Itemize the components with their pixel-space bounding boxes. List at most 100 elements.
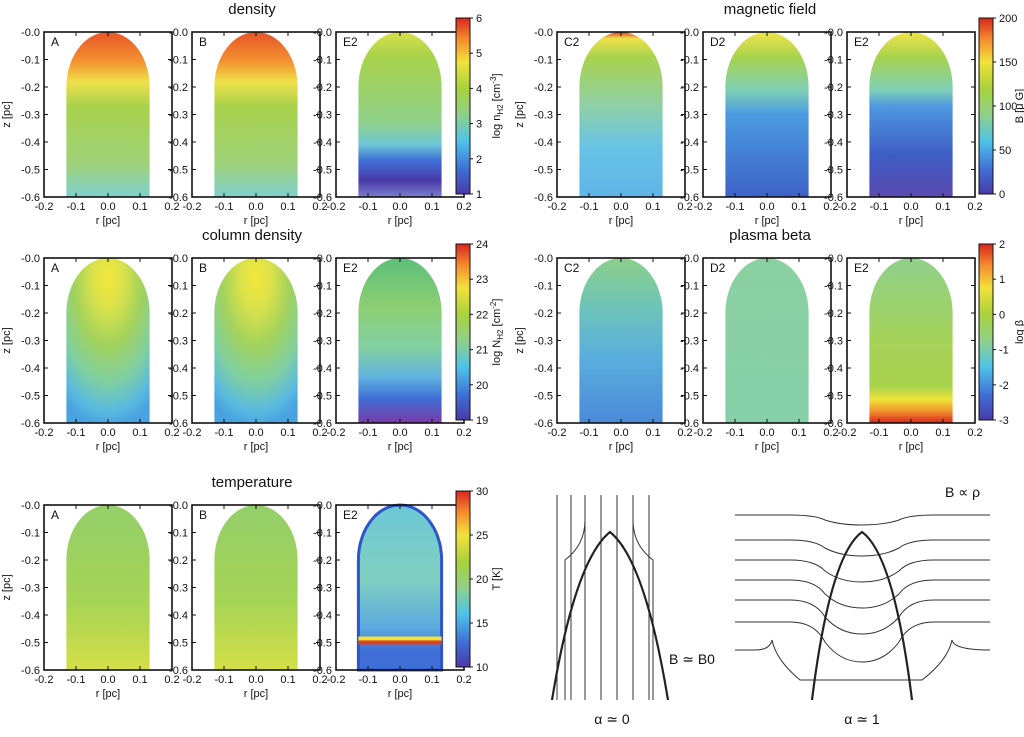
x-tick-label: -0.1 bbox=[215, 674, 234, 686]
pillar-map-density-A bbox=[66, 32, 150, 197]
colorbar-label-sup: -2 bbox=[489, 301, 498, 309]
x-tick-label: -0.2 bbox=[35, 427, 54, 439]
y-tick-label: -0.2 bbox=[21, 308, 40, 320]
x-tick-label: 0.0 bbox=[903, 201, 918, 213]
x-axis-label: r [pc] bbox=[899, 441, 923, 453]
colorbar-tick-label: 19 bbox=[476, 415, 488, 427]
sketch-alpha1: B ∝ ρ α ≃ 1 bbox=[735, 484, 991, 727]
y-tick-label: -0.0 bbox=[313, 500, 332, 512]
colorbar-tick-label: -2 bbox=[999, 380, 1009, 392]
x-axis-label: r [pc] bbox=[244, 688, 268, 700]
colorbar-tick-label: 25 bbox=[476, 530, 488, 542]
pillar-map-magnetic-D2 bbox=[725, 32, 809, 197]
y-tick-label: -0.6 bbox=[313, 418, 332, 430]
x-tick-label: 0.1 bbox=[935, 201, 950, 213]
x-tick-label: -0.1 bbox=[870, 201, 889, 213]
x-axis-label: r [pc] bbox=[755, 215, 779, 227]
x-tick-label: 0.2 bbox=[967, 201, 982, 213]
pillar-outline bbox=[550, 530, 670, 701]
x-tick-label: -0.1 bbox=[359, 674, 378, 686]
y-tick-label: -0.2 bbox=[313, 82, 332, 94]
y-tick-label: -0.0 bbox=[21, 500, 40, 512]
x-axis-label: r [pc] bbox=[244, 215, 268, 227]
x-tick-label: 0.2 bbox=[312, 427, 327, 439]
colorbar-label: B [μ G] bbox=[1014, 89, 1024, 123]
colorbar-tick-label: 20 bbox=[476, 574, 488, 586]
x-tick-label: 0.1 bbox=[424, 201, 439, 213]
x-tick-label: 0.1 bbox=[132, 674, 147, 686]
group-title-density: density bbox=[228, 1, 276, 18]
colorbar-label: T [K] bbox=[491, 567, 503, 590]
group-beta: plasma beta C2 -0.2 -0.1 0.0 0.1 0.2 r [pc] -0.0… bbox=[514, 227, 1024, 453]
panel-density-E2: E2-0.2 -0.1 0.0 0.1 0.2r [pc]-0.0-0.1-0.2-0.… bbox=[313, 27, 472, 227]
pillar-map-density-B bbox=[214, 32, 298, 197]
y-tick-label: -0.2 bbox=[534, 308, 553, 320]
x-tick-label: 0.1 bbox=[132, 201, 147, 213]
x-tick-label: -0.1 bbox=[580, 427, 599, 439]
y-tick-label: -0.6 bbox=[169, 665, 188, 677]
y-tick-label: -0.0 bbox=[534, 27, 553, 39]
field-line-bent bbox=[564, 495, 586, 700]
x-tick-label: 0.0 bbox=[392, 674, 407, 686]
x-tick-label: 0.0 bbox=[759, 427, 774, 439]
panel-column-B: B -0.2 -0.1 0.0 0.1 0.2 r [pc] -0.0 -0.1 -0.2 -0.3… bbox=[169, 253, 328, 453]
y-tick-label: -0.6 bbox=[313, 192, 332, 204]
colorbar-tick-label: 200 bbox=[999, 13, 1017, 25]
y-tick-label: -0.0 bbox=[21, 253, 40, 265]
colorbar-tick-label: 0 bbox=[999, 309, 1005, 321]
sketch-alpha0: B ≃ B0 α ≃ 0 bbox=[550, 495, 715, 727]
y-tick-label: -0.1 bbox=[169, 528, 188, 540]
colorbar-tick-label: 6 bbox=[476, 13, 482, 25]
y-tick-label: -0.3 bbox=[824, 110, 843, 122]
y-tick-label: -0.4 bbox=[824, 363, 843, 375]
y-tick-label: -0.2 bbox=[313, 555, 332, 567]
x-tick-label: -0.1 bbox=[215, 201, 234, 213]
colorbar-label-base: log N bbox=[491, 340, 503, 366]
y-tick-label: -0.3 bbox=[534, 110, 553, 122]
colorbar-label-sub: H2 bbox=[496, 329, 505, 340]
x-tick-label: -0.1 bbox=[580, 201, 599, 213]
panel-magnetic-D2: D2-0.2 -0.1 0.0 0.1 0.2r [pc]-0.0-0.1-0.2-0.… bbox=[680, 27, 839, 227]
colorbar-label-end: ] bbox=[491, 299, 503, 302]
y-tick-label: -0.0 bbox=[169, 27, 188, 39]
y-axis-label: z [pc] bbox=[1, 101, 13, 127]
y-tick-label: -0.1 bbox=[313, 281, 332, 293]
panel-label: E2 bbox=[854, 35, 869, 49]
colorbar-label: log nH2 [cm-3] bbox=[489, 73, 505, 138]
x-tick-label: -0.2 bbox=[838, 201, 857, 213]
y-tick-label: -0.5 bbox=[169, 391, 188, 403]
temp-band-red bbox=[358, 640, 442, 645]
y-tick-label: -0.6 bbox=[824, 418, 843, 430]
x-tick-label: -0.2 bbox=[35, 674, 54, 686]
x-tick-label: 0.2 bbox=[823, 201, 838, 213]
y-tick-label: -0.2 bbox=[169, 82, 188, 94]
x-tick-label: -0.1 bbox=[726, 427, 745, 439]
group-title-temperature: temperature bbox=[212, 474, 293, 491]
colorbar-tick-label: 150 bbox=[999, 57, 1017, 69]
y-tick-label: -0.5 bbox=[21, 391, 40, 403]
field-line bbox=[735, 621, 990, 663]
group-temperature: temperature A -0.2 -0.1 0.0 0.1 0.2 r [pc] -0.0 -… bbox=[1, 474, 503, 700]
y-tick-label: -0.5 bbox=[824, 165, 843, 177]
sketch-caption: α ≃ 1 bbox=[844, 711, 880, 727]
x-tick-label: -0.1 bbox=[870, 427, 889, 439]
pillar-map-column-A bbox=[66, 258, 150, 423]
x-axis-label: r [pc] bbox=[96, 688, 120, 700]
field-line-bent bbox=[632, 495, 654, 700]
y-tick-label: -0.0 bbox=[313, 27, 332, 39]
panel-column-E2: E2-0.2 -0.1 0.0 0.1 0.2r [pc]-0.0-0.1-0.2-0.… bbox=[313, 253, 472, 453]
x-tick-label: 0.1 bbox=[424, 427, 439, 439]
x-axis-label: r [pc] bbox=[96, 441, 120, 453]
colorbar-label-unit: [cm bbox=[491, 84, 503, 105]
colorbar-tick-label: 50 bbox=[999, 145, 1011, 157]
y-tick-label: -0.1 bbox=[680, 55, 699, 67]
y-tick-label: -0.1 bbox=[534, 55, 553, 67]
x-tick-label: -0.2 bbox=[838, 427, 857, 439]
x-tick-label: -0.1 bbox=[67, 201, 86, 213]
x-tick-label: -0.1 bbox=[215, 427, 234, 439]
x-tick-label: 0.2 bbox=[312, 674, 327, 686]
y-tick-label: -0.3 bbox=[680, 110, 699, 122]
y-tick-label: -0.2 bbox=[169, 555, 188, 567]
x-axis-label: r [pc] bbox=[96, 215, 120, 227]
